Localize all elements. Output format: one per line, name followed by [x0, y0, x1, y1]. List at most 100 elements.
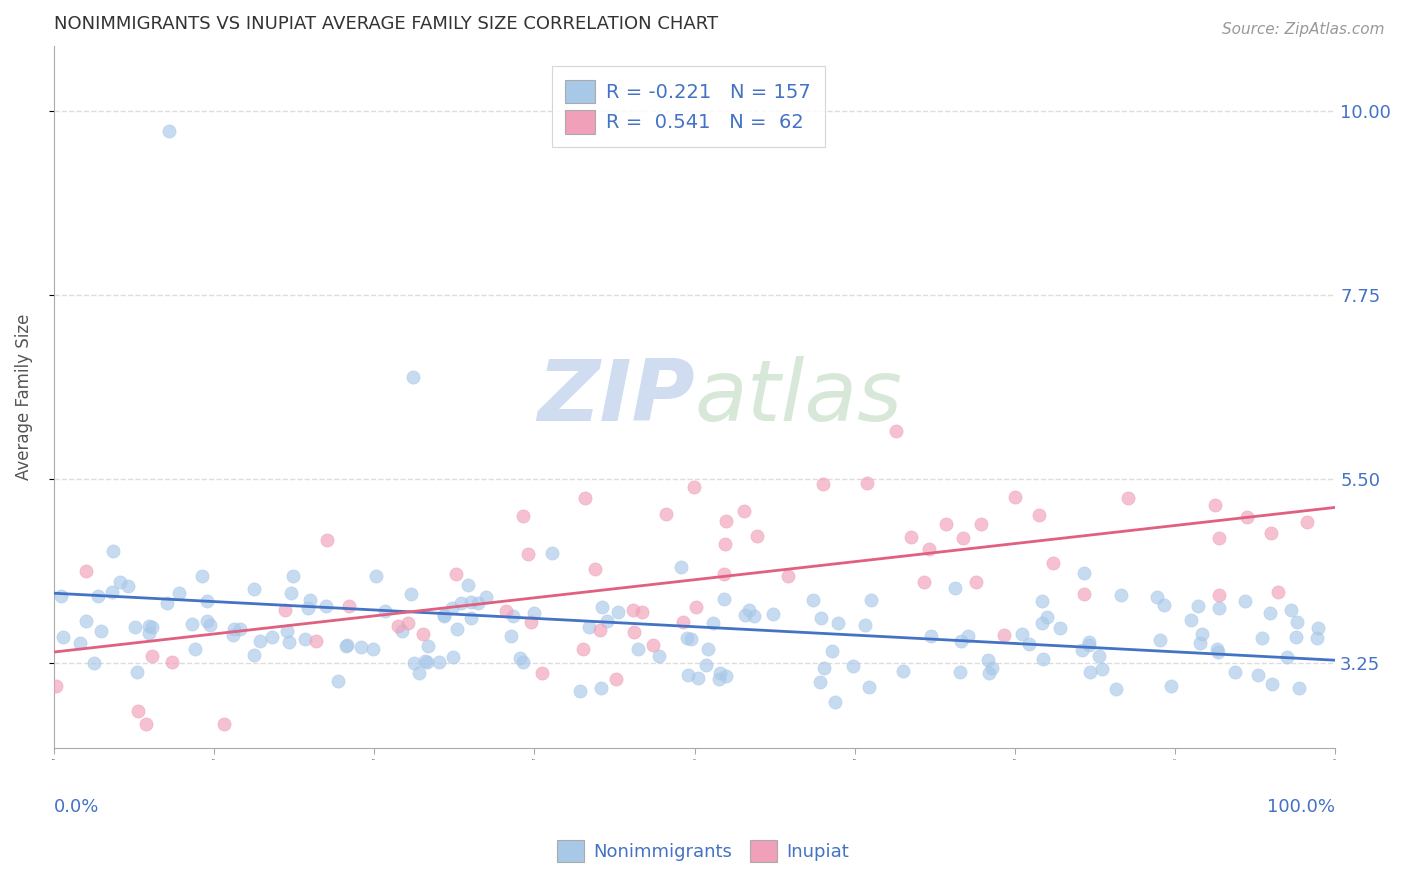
Y-axis label: Average Family Size: Average Family Size: [15, 314, 32, 480]
Point: [441, 601, 464, 615]
Point: [776, 569, 799, 583]
Point: [181, 617, 204, 632]
Point: [918, 541, 941, 556]
Point: [214, 717, 236, 731]
Point: [697, 641, 720, 656]
Point: [83, 656, 105, 670]
Point: [541, 546, 564, 560]
Point: [276, 624, 298, 639]
Point: [801, 592, 824, 607]
Point: [69, 635, 91, 649]
Point: [374, 604, 396, 618]
Point: [1109, 588, 1132, 602]
Point: [433, 608, 456, 623]
Point: [444, 566, 467, 581]
Point: [457, 577, 479, 591]
Point: [433, 607, 456, 622]
Point: [738, 603, 761, 617]
Point: [631, 605, 654, 619]
Point: [762, 607, 785, 621]
Point: [675, 632, 697, 646]
Point: [1073, 587, 1095, 601]
Point: [157, 124, 180, 138]
Point: [734, 607, 756, 622]
Point: [859, 593, 882, 607]
Point: [813, 661, 835, 675]
Point: [413, 654, 436, 668]
Point: [1078, 665, 1101, 679]
Point: [912, 575, 935, 590]
Point: [1208, 601, 1230, 615]
Point: [350, 640, 373, 654]
Point: [1042, 556, 1064, 570]
Point: [361, 642, 384, 657]
Point: [977, 666, 1000, 681]
Point: [858, 681, 880, 695]
Point: [138, 619, 160, 633]
Point: [475, 590, 498, 604]
Point: [707, 673, 730, 687]
Point: [965, 574, 987, 589]
Point: [1032, 651, 1054, 665]
Point: [1031, 594, 1053, 608]
Point: [408, 665, 430, 680]
Point: [156, 596, 179, 610]
Point: [821, 644, 844, 658]
Point: [596, 614, 619, 628]
Point: [160, 656, 183, 670]
Point: [1191, 627, 1213, 641]
Point: [810, 610, 832, 624]
Point: [643, 638, 665, 652]
Point: [401, 369, 423, 384]
Point: [262, 631, 284, 645]
Point: [249, 634, 271, 648]
Point: [1187, 599, 1209, 614]
Point: [416, 655, 439, 669]
Text: NONIMMIGRANTS VS INUPIAT AVERAGE FAMILY SIZE CORRELATION CHART: NONIMMIGRANTS VS INUPIAT AVERAGE FAMILY …: [53, 15, 718, 33]
Point: [228, 622, 250, 636]
Point: [221, 628, 243, 642]
Point: [315, 599, 337, 613]
Point: [672, 615, 695, 629]
Point: [418, 639, 440, 653]
Legend: Nonimmigrants, Inupiat: Nonimmigrants, Inupiat: [550, 833, 856, 870]
Point: [1204, 498, 1226, 512]
Point: [101, 584, 124, 599]
Point: [1205, 642, 1227, 657]
Point: [1105, 681, 1128, 696]
Point: [943, 581, 966, 595]
Point: [1306, 631, 1329, 645]
Point: [197, 594, 219, 608]
Point: [1189, 636, 1212, 650]
Legend: R = -0.221   N = 157, R =  0.541   N =  62: R = -0.221 N = 157, R = 0.541 N = 62: [551, 66, 824, 147]
Point: [1153, 598, 1175, 612]
Point: [1261, 677, 1284, 691]
Point: [499, 630, 522, 644]
Point: [512, 509, 534, 524]
Point: [446, 623, 468, 637]
Point: [714, 514, 737, 528]
Point: [512, 656, 534, 670]
Point: [45, 679, 67, 693]
Text: Source: ZipAtlas.com: Source: ZipAtlas.com: [1222, 22, 1385, 37]
Point: [167, 585, 190, 599]
Point: [980, 660, 1002, 674]
Point: [1285, 630, 1308, 644]
Point: [1004, 490, 1026, 504]
Point: [396, 616, 419, 631]
Point: [679, 632, 702, 647]
Point: [1206, 645, 1229, 659]
Point: [716, 669, 738, 683]
Point: [891, 665, 914, 679]
Point: [75, 614, 97, 628]
Text: ZIP: ZIP: [537, 356, 695, 439]
Point: [460, 611, 482, 625]
Point: [855, 618, 877, 632]
Point: [970, 517, 993, 532]
Point: [950, 634, 973, 648]
Point: [591, 681, 613, 695]
Point: [1070, 643, 1092, 657]
Point: [1296, 515, 1319, 529]
Point: [75, 564, 97, 578]
Point: [1308, 621, 1330, 635]
